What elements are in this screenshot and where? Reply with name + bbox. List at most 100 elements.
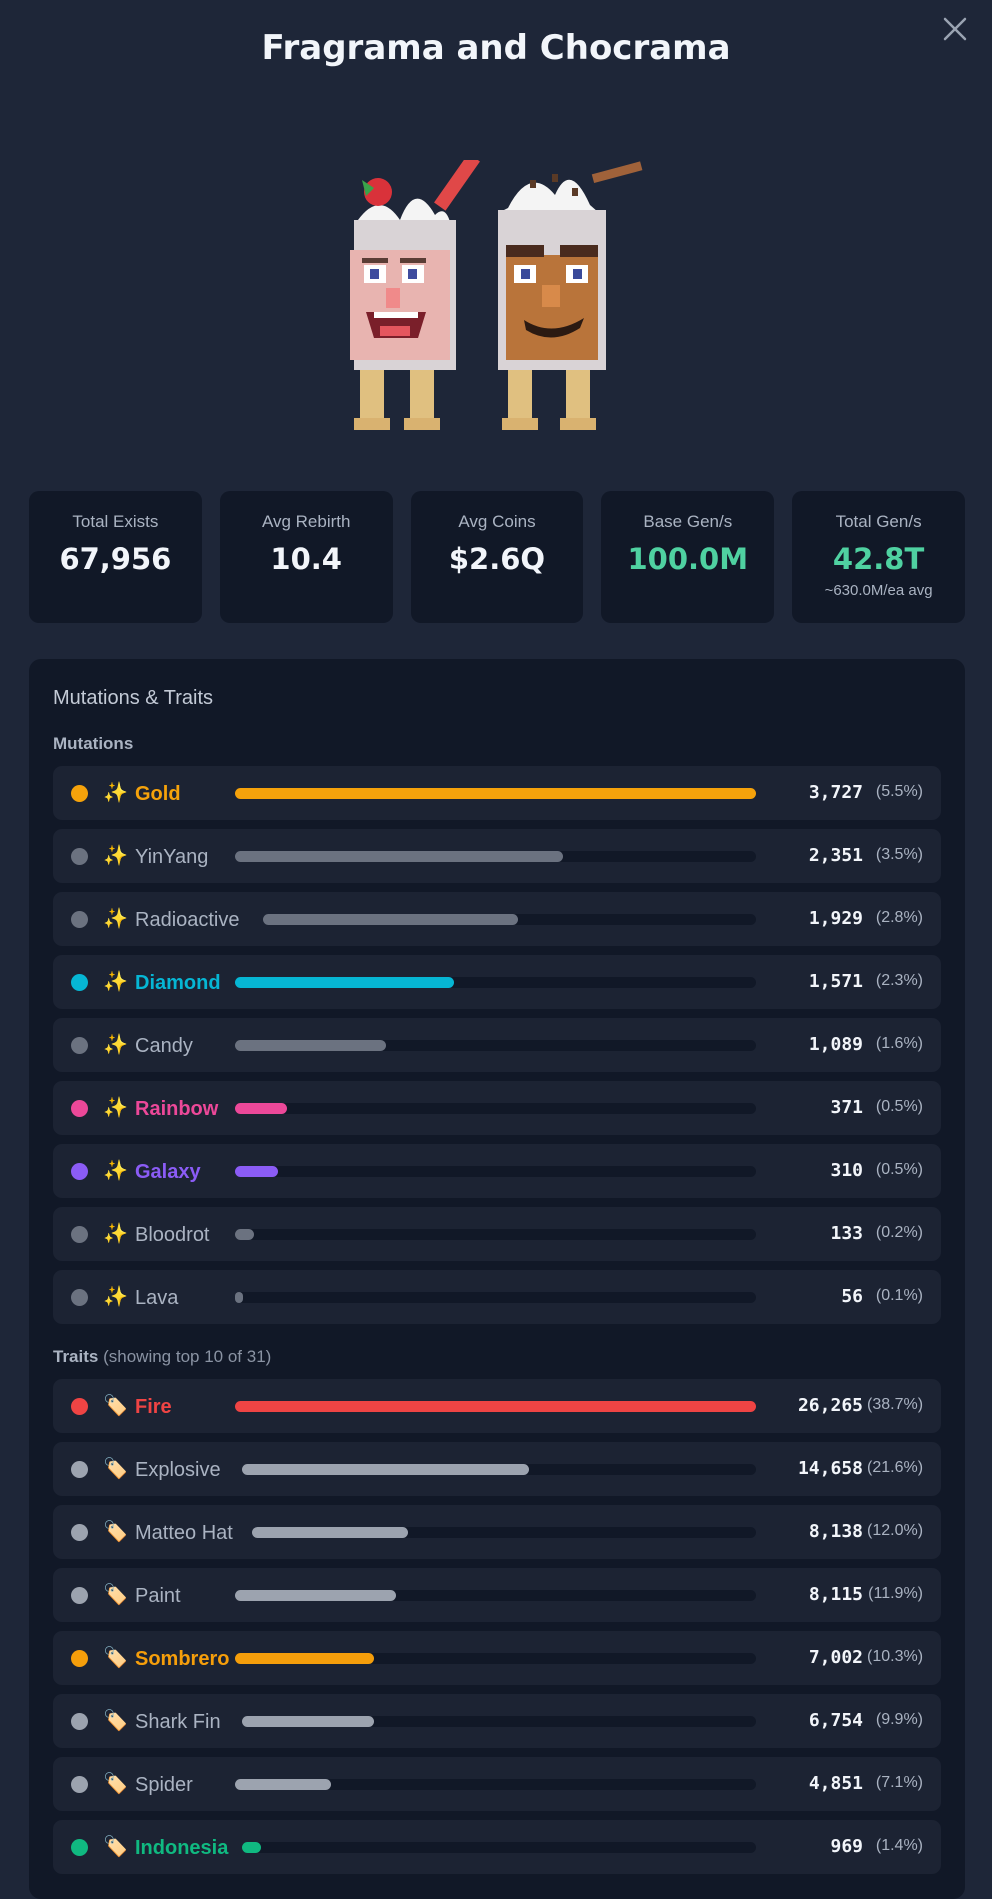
trait-bar-fill (242, 1842, 262, 1853)
chocrama-figure (498, 161, 643, 430)
trait-bar-track (242, 1716, 756, 1727)
mutation-name: Bloodrot (135, 1224, 210, 1246)
mutation-bar-track (235, 1040, 756, 1051)
sparkles-icon: ✨ (103, 1286, 128, 1308)
trait-color-dot (71, 1713, 88, 1730)
trait-bar-fill (235, 1590, 396, 1601)
mutation-count: 1,929 (808, 908, 863, 929)
fragrama-figure (350, 160, 480, 430)
traits-label-text: Traits (53, 1347, 99, 1366)
stat-label: Total Exists (72, 512, 159, 531)
close-icon[interactable] (938, 12, 972, 46)
trait-count: 8,138 (808, 1521, 863, 1542)
trait-row: 🏷️ Matteo Hat 8,138 (12.0%) (53, 1505, 941, 1559)
trait-count: 969 (830, 1836, 863, 1857)
mutation-percent: (3.5%) (875, 846, 923, 863)
mutation-row: ✨ Candy 1,089 (1.6%) (53, 1018, 941, 1072)
trait-bar-fill (235, 1779, 332, 1790)
mutation-color-dot (71, 1037, 88, 1054)
trait-count: 14,658 (797, 1458, 863, 1479)
stat-avg-coins: Avg Coins $2.6Q (410, 491, 584, 623)
mutation-bar-track (235, 851, 756, 862)
sparkles-icon: ✨ (103, 1160, 128, 1182)
trait-bar-track (242, 1842, 756, 1853)
stat-value: 100.0M (627, 542, 749, 576)
traits-label: Traits (showing top 10 of 31) (53, 1347, 271, 1367)
mutation-bar-fill (235, 1166, 279, 1177)
mutation-color-dot (71, 1226, 88, 1243)
stat-label: Avg Rebirth (261, 512, 351, 531)
stat-avg-rebirth: Avg Rebirth 10.4 (219, 491, 393, 623)
mutation-row: ✨ Gold 3,727 (5.5%) (53, 766, 941, 820)
stat-value: 67,956 (59, 542, 172, 576)
trait-row: 🏷️ Sombrero 7,002 (10.3%) (53, 1631, 941, 1685)
sparkles-icon: ✨ (103, 908, 128, 930)
mutations-traits-panel: Mutations & Traits Mutations Traits (sho… (29, 659, 965, 1899)
mutation-count: 3,727 (808, 782, 863, 803)
mutation-count: 371 (830, 1097, 863, 1118)
trait-bar-track (235, 1401, 756, 1412)
mutation-count: 133 (830, 1223, 863, 1244)
mutation-row: ✨ Bloodrot 133 (0.2%) (53, 1207, 941, 1261)
trait-color-dot (71, 1524, 88, 1541)
sparkles-icon: ✨ (103, 1034, 128, 1056)
trait-percent: (38.7%) (867, 1396, 924, 1413)
trait-row: 🏷️ Spider 4,851 (7.1%) (53, 1757, 941, 1811)
tag-icon: 🏷️ (103, 1836, 128, 1858)
mutation-row: ✨ YinYang 2,351 (3.5%) (53, 829, 941, 883)
trait-percent: (7.1%) (875, 1774, 923, 1791)
mutation-color-dot (71, 1100, 88, 1117)
mutation-color-dot (71, 1163, 88, 1180)
trait-name: Explosive (135, 1459, 221, 1481)
mutation-count: 56 (841, 1286, 863, 1307)
trait-row: 🏷️ Explosive 14,658 (21.6%) (53, 1442, 941, 1496)
sparkles-icon: ✨ (103, 1097, 128, 1119)
trait-row: 🏷️ Indonesia 969 (1.4%) (53, 1820, 941, 1874)
tag-icon: 🏷️ (103, 1773, 128, 1795)
trait-name: Matteo Hat (135, 1522, 233, 1544)
page-title: Fragrama and Chocrama (261, 28, 731, 68)
trait-bar-fill (235, 1653, 375, 1664)
sparkles-icon: ✨ (103, 782, 128, 804)
tag-icon: 🏷️ (103, 1521, 128, 1543)
mutation-percent: (2.3%) (875, 972, 923, 989)
trait-count: 26,265 (797, 1395, 863, 1416)
mutation-percent: (0.5%) (875, 1161, 923, 1178)
sparkles-icon: ✨ (103, 1223, 128, 1245)
mutation-color-dot (71, 911, 88, 928)
mutation-bar-track (235, 1166, 756, 1177)
trait-bar-fill (235, 1401, 756, 1412)
mutation-name: Gold (135, 783, 181, 805)
brainrot-image (350, 160, 643, 430)
tag-icon: 🏷️ (103, 1395, 128, 1417)
mutation-bar-fill (235, 1040, 387, 1051)
trait-bar-track (235, 1590, 756, 1601)
mutation-bar-fill (235, 1292, 243, 1303)
mutation-color-dot (71, 848, 88, 865)
mutation-bar-fill (235, 977, 454, 988)
tag-icon: 🏷️ (103, 1458, 128, 1480)
stat-total-gen: Total Gen/s 42.8T ~630.0M/ea avg (792, 491, 965, 623)
trait-percent: (11.9%) (868, 1585, 923, 1602)
stat-total-exists: Total Exists 67,956 (29, 491, 202, 623)
mutation-row: ✨ Galaxy 310 (0.5%) (53, 1144, 941, 1198)
trait-name: Shark Fin (135, 1711, 221, 1733)
mutation-row: ✨ Diamond 1,571 (2.3%) (53, 955, 941, 1009)
trait-name: Spider (135, 1774, 193, 1796)
stat-value: 42.8T (832, 542, 925, 576)
mutation-row: ✨ Radioactive 1,929 (2.8%) (53, 892, 941, 946)
mutation-color-dot (71, 1289, 88, 1306)
mutation-percent: (0.2%) (875, 1224, 923, 1241)
mutation-bar-fill (235, 788, 756, 799)
trait-bar-track (242, 1464, 756, 1475)
mutation-name: Candy (135, 1035, 193, 1057)
mutation-bar-fill (235, 1229, 254, 1240)
trait-count: 4,851 (808, 1773, 863, 1794)
trait-percent: (9.9%) (875, 1711, 923, 1728)
mutation-count: 2,351 (808, 845, 863, 866)
stat-base-gen: Base Gen/s 100.0M (601, 491, 775, 623)
mutation-bar-fill (235, 851, 564, 862)
mutation-count: 310 (830, 1160, 863, 1181)
mutation-bar-track (235, 1103, 756, 1114)
stat-label: Avg Coins (458, 512, 536, 531)
